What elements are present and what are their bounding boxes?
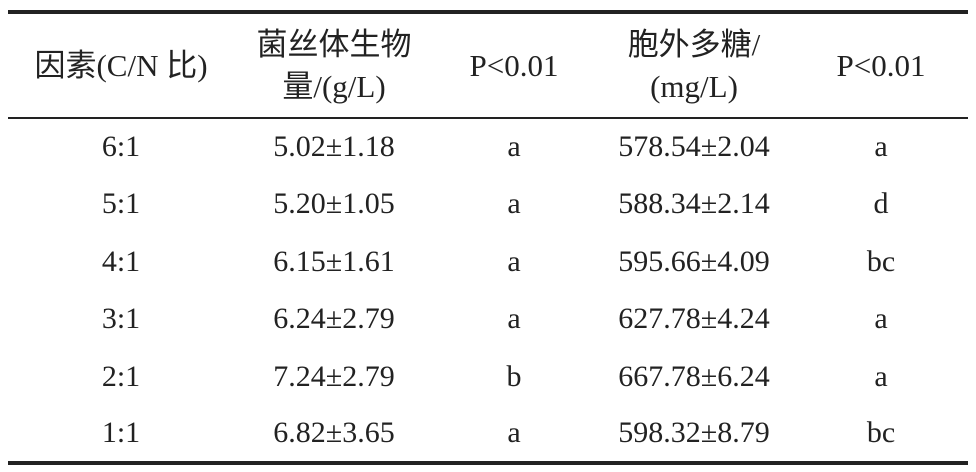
header-text: 胞外多糖/: [627, 26, 761, 62]
table-cell: 6:1: [101, 130, 141, 164]
table-cell: 627.78±4.24: [618, 302, 770, 336]
table-cell: 667.78±6.24: [618, 359, 770, 393]
table-cell: a: [874, 302, 888, 336]
table-cell: 1:1: [101, 416, 141, 450]
header-text: 量/(g/L): [282, 68, 386, 104]
table-cell: 6.15±1.61: [273, 244, 395, 278]
table-cell: 5:1: [101, 187, 141, 221]
header-cell: 菌丝体生物量/(g/L): [234, 12, 434, 118]
table-cell: a: [507, 302, 521, 336]
table-cell: bc: [866, 416, 896, 450]
table-cell: a: [874, 130, 888, 164]
table-cell: 6.24±2.79: [273, 302, 395, 336]
table-cell: 6.82±3.65: [273, 416, 395, 450]
table-cell: bc: [866, 244, 896, 278]
table-body: 6:1 5.02±1.18 a 578.54±2.04 a 5:1 5.20±1.05 a 58…: [8, 118, 968, 463]
table-row: 2:1 7.24±2.79 b 667.78±6.24 a: [8, 348, 968, 406]
table-cell: 598.32±8.79: [618, 416, 770, 450]
table-row: 4:1 6.15±1.61 a 595.66±4.09 bc: [8, 233, 968, 291]
table-cell: a: [874, 359, 888, 393]
table-cell: a: [507, 244, 521, 278]
table-cell: 578.54±2.04: [618, 130, 770, 164]
table-header: 因素(C/N 比) 菌丝体生物量/(g/L) P<0.01 胞外多糖/ (mg/L) P<…: [8, 12, 968, 118]
table-cell: 5.20±1.05: [273, 187, 395, 221]
table-cell: 7.24±2.79: [273, 359, 395, 393]
header-cell: P<0.01: [794, 12, 968, 118]
table-row: 6:1 5.02±1.18 a 578.54±2.04 a: [8, 118, 968, 176]
header-row: 因素(C/N 比) 菌丝体生物量/(g/L) P<0.01 胞外多糖/ (mg/L) P<…: [8, 12, 968, 118]
data-table: 因素(C/N 比) 菌丝体生物量/(g/L) P<0.01 胞外多糖/ (mg/L) P<…: [8, 10, 968, 465]
header-text: P<0.01: [469, 47, 559, 83]
header-text: 因素(C/N 比): [34, 47, 208, 83]
table-cell: a: [507, 187, 521, 221]
table-cell: a: [507, 130, 521, 164]
table-row: 1:1 6.82±3.65 a 598.32±8.79 bc: [8, 406, 968, 463]
header-text: (mg/L): [650, 68, 738, 104]
table-cell: 2:1: [101, 359, 141, 393]
table-cell: b: [506, 359, 522, 393]
table-cell: 595.66±4.09: [618, 244, 770, 278]
table-cell: 588.34±2.14: [618, 187, 770, 221]
table-cell: 4:1: [101, 244, 141, 278]
table-cell: a: [507, 416, 521, 450]
table-row: 3:1 6.24±2.79 a 627.78±4.24 a: [8, 291, 968, 349]
header-cell: 胞外多糖/ (mg/L): [594, 12, 794, 118]
table-cell: 3:1: [101, 302, 141, 336]
header-text: 菌丝体生物: [256, 26, 412, 62]
header-cell: P<0.01: [434, 12, 594, 118]
header-text: P<0.01: [836, 47, 926, 83]
table-row: 5:1 5.20±1.05 a 588.34±2.14 d: [8, 176, 968, 234]
table-cell: 5.02±1.18: [273, 130, 395, 164]
header-cell: 因素(C/N 比): [8, 12, 234, 118]
table-cell: d: [873, 187, 889, 221]
